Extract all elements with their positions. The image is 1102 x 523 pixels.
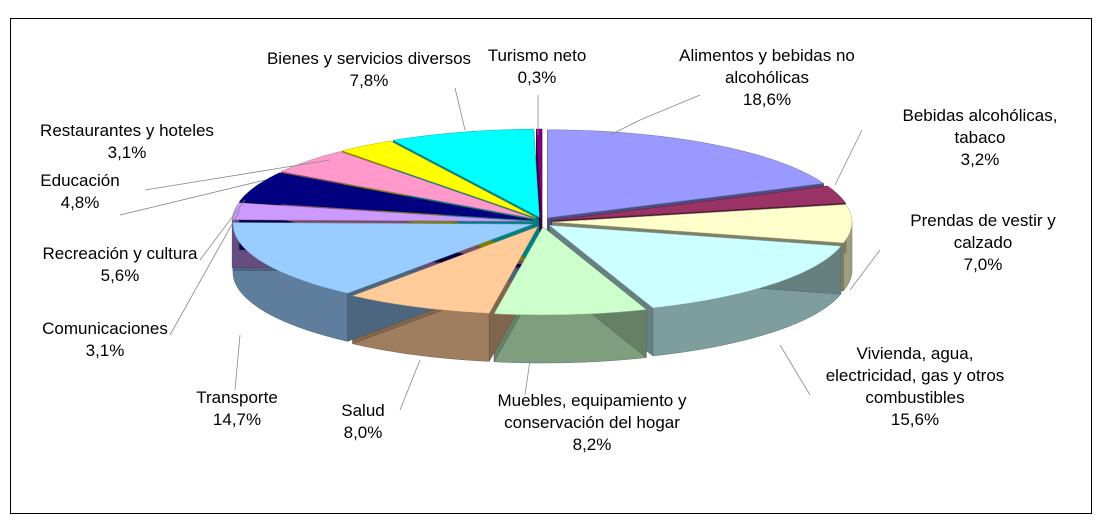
slice-label: Muebles, equipamiento y conservación del… (472, 390, 712, 456)
category-label: Vivienda, agua, electricidad, gas y otro… (825, 344, 1005, 407)
value-label: 8,0% (343, 423, 383, 442)
slice (231, 202, 533, 222)
category-label: Salud (341, 401, 385, 420)
slice-label: Vivienda, agua, electricidad, gas y otro… (815, 343, 1015, 431)
slice-label: Turismo neto 0,3% (472, 45, 602, 89)
value-label: 5,6% (100, 266, 140, 285)
slice (548, 225, 842, 309)
leader-line (234, 334, 241, 391)
value-label: 8,2% (572, 435, 612, 454)
value-label: 18,6% (742, 90, 792, 109)
leader-line (169, 209, 241, 336)
leader-line (399, 359, 421, 411)
slice-label: Educación 4,8% (15, 170, 145, 214)
leader-line (834, 129, 863, 186)
slice (280, 151, 535, 219)
category-label: Bienes y servicios diversos (266, 49, 472, 68)
slice (536, 128, 543, 218)
leader-line (199, 199, 246, 261)
value-label: 3,1% (107, 143, 147, 162)
value-label: 7,0% (963, 255, 1003, 274)
slice (551, 204, 853, 244)
leader-line (144, 159, 331, 191)
slice (493, 226, 647, 316)
slice-label: Recreación y cultura 5,6% (5, 243, 235, 287)
slice (341, 140, 537, 219)
leader-line (524, 359, 531, 396)
value-label: 4,8% (60, 193, 100, 212)
category-label: Transporte (196, 388, 278, 407)
leader-line (779, 344, 811, 396)
leader-lines (119, 87, 881, 411)
category-label: Muebles, equipamiento y conservación del… (497, 391, 687, 432)
slice-label: Alimentos y bebidas no alcohólicas 18,6% (672, 45, 862, 111)
slice-label: Bebidas alcohólicas, tabaco 3,2% (875, 105, 1085, 171)
leader-line (849, 249, 881, 291)
slice-label: Prendas de vestir y calzado 7,0% (883, 210, 1083, 276)
value-label: 3,2% (960, 150, 1000, 169)
slice (351, 226, 539, 314)
value-label: 0,3% (517, 68, 557, 87)
slice (239, 172, 533, 221)
leader-line (609, 94, 701, 136)
pie-tops (231, 128, 853, 316)
slice (232, 222, 534, 294)
slice-label: Transporte 14,7% (172, 387, 302, 431)
value-label: 7,8% (349, 71, 389, 90)
slice (392, 128, 540, 218)
slice (551, 185, 846, 221)
category-label: Restaurantes y hoteles (40, 121, 214, 140)
slice-label: Bienes y servicios diversos 7,8% (264, 48, 474, 92)
leader-line (119, 179, 266, 216)
category-label: Turismo neto (487, 46, 587, 65)
category-label: Prendas de vestir y calzado (910, 211, 1056, 252)
value-label: 15,6% (890, 410, 940, 429)
leader-line (454, 87, 466, 131)
slice-label: Restaurantes y hoteles 3,1% (2, 120, 252, 164)
slice-label: Comunicaciones 3,1% (20, 318, 190, 362)
category-label: Educación (40, 171, 120, 190)
category-label: Comunicaciones (42, 319, 168, 338)
slice-label: Salud 8,0% (318, 400, 408, 444)
slice (547, 129, 825, 219)
value-label: 3,1% (85, 341, 125, 360)
category-label: Alimentos y bebidas no alcohólicas (679, 46, 855, 87)
category-label: Bebidas alcohólicas, tabaco (902, 106, 1058, 147)
category-label: Recreación y cultura (42, 244, 198, 263)
value-label: 14,7% (212, 410, 262, 429)
